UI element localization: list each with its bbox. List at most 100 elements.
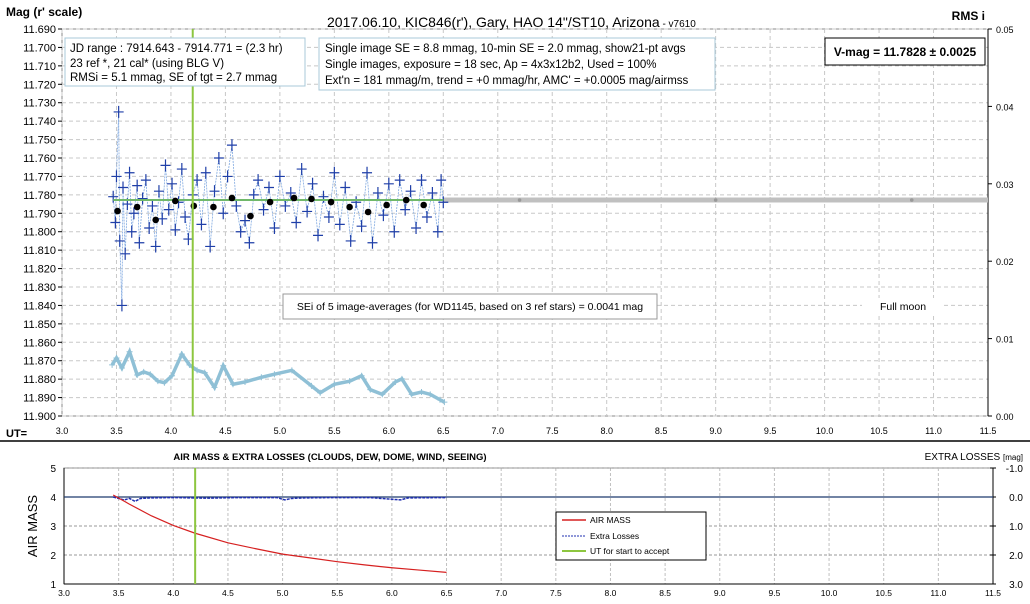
lower-x-tick-label: 3.5 bbox=[113, 588, 125, 598]
individual-point bbox=[438, 196, 449, 209]
individual-point bbox=[153, 185, 164, 198]
individual-point bbox=[132, 179, 143, 192]
rms-point bbox=[109, 361, 116, 368]
y-tick-label: 11.830 bbox=[23, 282, 56, 294]
lower-x-tick-label: 11.0 bbox=[930, 588, 946, 598]
individual-point bbox=[285, 187, 296, 200]
individual-point bbox=[334, 218, 345, 231]
x-tick-label: 6.5 bbox=[437, 426, 450, 436]
individual-point bbox=[113, 105, 124, 118]
individual-point bbox=[400, 203, 411, 216]
y-tick-label: 11.730 bbox=[23, 98, 56, 110]
rms-point bbox=[211, 384, 218, 391]
lower-y2-tick-label: 1.0 bbox=[1009, 522, 1023, 533]
y-tick-label: 11.690 bbox=[23, 24, 56, 36]
individual-point bbox=[345, 234, 356, 247]
rmsi-text: RMSi = 5.1 mmag, SE of tgt = 2.7 mmag bbox=[70, 72, 277, 84]
rms-point bbox=[288, 367, 295, 374]
individual-point bbox=[269, 222, 280, 235]
lower-y-tick-label: 5 bbox=[50, 464, 56, 475]
average-point bbox=[383, 201, 390, 209]
individual-point bbox=[394, 174, 405, 187]
average-point bbox=[133, 203, 141, 211]
individual-point bbox=[116, 299, 127, 312]
individual-point bbox=[218, 207, 229, 220]
extra-losses-label: EXTRA LOSSES bbox=[925, 452, 1001, 463]
individual-point bbox=[313, 229, 324, 242]
rms-point bbox=[441, 399, 448, 406]
exposure-text: Single images, exposure = 18 sec, Ap = 4… bbox=[325, 59, 656, 71]
lower-y2-tick-label: -1.0 bbox=[1006, 464, 1024, 475]
legend-accept: UT for start to accept bbox=[590, 546, 670, 556]
y-tick-label: 11.700 bbox=[23, 42, 56, 54]
individual-point bbox=[340, 181, 351, 194]
vmag-text: V-mag = 11.7828 ± 0.0025 bbox=[834, 45, 977, 59]
individual-point bbox=[114, 234, 125, 247]
individual-point bbox=[176, 163, 187, 176]
se-text: Single image SE = 8.8 mmag, 10-min SE = … bbox=[325, 43, 686, 55]
extension-dot bbox=[713, 198, 718, 202]
extra-losses-unit: [mag] bbox=[1003, 453, 1023, 462]
individual-point bbox=[180, 210, 191, 223]
extra-losses-axis-label: EXTRA LOSSES [mag] bbox=[925, 452, 1023, 463]
individual-point bbox=[183, 233, 194, 246]
main-tick-labels: 3.0 3.5 4.0 4.5 5.0 5.5 6.0 6.5 7.0 7.5 8.0 8.5 9.0 9… bbox=[23, 24, 1013, 436]
lower-x-tick-label: 4.0 bbox=[167, 588, 179, 598]
y-tick-label: 11.800 bbox=[23, 227, 56, 239]
individual-point bbox=[244, 236, 255, 249]
rms-point bbox=[398, 375, 405, 382]
individual-point bbox=[128, 207, 139, 220]
lower-x-tick-label: 9.5 bbox=[768, 588, 780, 598]
average-point bbox=[228, 194, 236, 202]
average-point bbox=[308, 195, 315, 203]
lower-y2-tick-label: 2.0 bbox=[1009, 551, 1023, 562]
lower-grid bbox=[63, 467, 996, 585]
main-plot-area bbox=[61, 28, 989, 417]
individual-point bbox=[274, 170, 285, 183]
moon-label-bg bbox=[862, 298, 944, 314]
extra-losses-line bbox=[112, 496, 447, 503]
x-tick-label: 8.0 bbox=[600, 426, 613, 436]
lower-chart-title: AIR MASS & EXTRA LOSSES (CLOUDS, DEW, DO… bbox=[173, 452, 486, 463]
x-tick-label: 8.5 bbox=[655, 426, 668, 436]
y-axis-label: Mag (r' scale) bbox=[6, 5, 82, 19]
individual-point bbox=[302, 205, 313, 218]
lower-x-tick-label: 9.0 bbox=[714, 588, 726, 598]
rms-point bbox=[178, 351, 185, 358]
average-point bbox=[402, 196, 410, 204]
y-tick-label: 11.850 bbox=[23, 319, 56, 331]
rms-point bbox=[408, 391, 415, 398]
rms-point bbox=[242, 378, 249, 385]
x-tick-label: 3.0 bbox=[56, 426, 69, 436]
rms-point bbox=[258, 374, 265, 381]
x-tick-label: 5.0 bbox=[274, 426, 287, 436]
average-point bbox=[152, 216, 159, 224]
y2-tick-label: 0.04 bbox=[996, 102, 1014, 112]
y-tick-label: 11.890 bbox=[23, 393, 56, 405]
y2-tick-label: 0.02 bbox=[996, 257, 1014, 267]
x-tick-label: 6.0 bbox=[383, 426, 396, 436]
x-tick-label: 4.0 bbox=[165, 426, 178, 436]
individual-point bbox=[405, 185, 416, 198]
individual-point bbox=[222, 170, 233, 183]
individual-point bbox=[110, 216, 121, 229]
rms-point bbox=[220, 362, 227, 369]
x-tick-label: 3.5 bbox=[110, 426, 123, 436]
rms-point bbox=[379, 391, 386, 398]
lower-plot-area bbox=[63, 467, 994, 585]
individual-point bbox=[329, 166, 340, 179]
average-point bbox=[114, 207, 121, 215]
rms-point bbox=[358, 372, 365, 379]
individual-point bbox=[144, 222, 155, 235]
individual-point bbox=[253, 174, 264, 187]
lower-x-tick-label: 11.5 bbox=[985, 588, 1001, 598]
lower-x-tick-label: 6.0 bbox=[386, 588, 398, 598]
lower-x-tick-label: 8.5 bbox=[659, 588, 671, 598]
individual-point bbox=[248, 188, 259, 201]
rms-point bbox=[126, 348, 133, 355]
x-tick-label: 5.5 bbox=[328, 426, 341, 436]
individual-point bbox=[120, 247, 131, 260]
individual-point bbox=[421, 210, 432, 223]
lower-x-tick-label: 10.5 bbox=[875, 588, 892, 598]
individual-point bbox=[291, 216, 302, 229]
